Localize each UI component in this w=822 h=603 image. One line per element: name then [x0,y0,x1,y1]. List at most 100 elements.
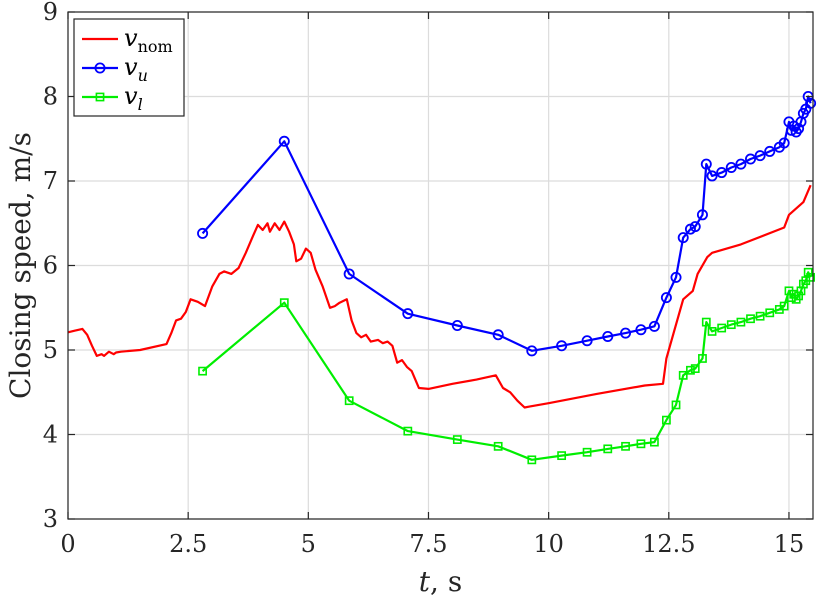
x-tick-label: 7.5 [409,530,447,558]
data-point [636,439,646,449]
data-point [736,317,746,327]
data-point [648,320,660,332]
legend-entry-nom: vnom [82,24,173,56]
data-point [492,329,504,341]
data-point [716,167,728,179]
legend-entry-u: vu [82,53,148,85]
x-tick-label: 2.5 [169,530,207,558]
data-point [582,447,592,457]
series-l [198,267,815,465]
data-point [278,135,290,147]
data-point [451,319,463,331]
data-point [556,340,568,352]
data-point [707,327,717,336]
data-point [745,153,757,165]
data-point [706,170,718,182]
data-point [686,365,695,375]
x-axis-label-var: t [419,565,431,598]
data-point [197,227,209,239]
data-point [526,345,538,357]
data-point [806,272,815,282]
data-point [805,97,817,109]
y-tick-label: 4 [43,421,58,449]
data-point [649,437,659,447]
data-point [670,271,682,283]
legend-label-var: v [124,82,138,110]
data-point [602,330,614,342]
data-point [403,426,413,436]
data-point [746,314,755,324]
data-point [717,323,727,333]
data-point [493,441,503,451]
axis-ticks: 0 2.5 5 7.5 10 12.5 15 3 4 5 6 7 8 9 [43,0,813,558]
legend-label-sub: u [138,66,148,85]
data-point [764,145,776,157]
legend-entry-l: vl [82,82,143,114]
data-point [344,396,354,406]
y-axis-label: Closing speed, m/s [4,132,37,399]
data-point [803,267,813,277]
data-point [690,364,700,373]
data-point [620,327,632,339]
x-tick-label: 12.5 [642,530,695,558]
data-point [557,451,567,461]
data-point [698,354,707,363]
y-tick-label: 5 [43,336,58,364]
data-point [677,232,689,244]
data-point [279,298,289,308]
data-point [581,335,593,347]
legend-label: vnom [124,24,173,56]
data-point [343,268,355,280]
series-layer [67,91,817,465]
legend-label-sub: l [138,95,143,114]
x-axis-label-unit: , s [430,565,462,598]
legend-label: vu [124,53,148,85]
data-point [660,292,672,304]
data-point [635,324,647,336]
legend-label-sub: nom [138,37,173,56]
data-point [452,435,462,444]
data-point [198,366,207,376]
legend-marker [94,62,106,74]
data-point [689,221,701,233]
data-point [765,308,775,318]
legend-label: vl [124,82,143,114]
data-point [794,291,803,301]
legend-label-var: v [124,53,138,81]
y-tick-label: 9 [43,0,58,26]
legend-label-var: v [124,24,138,52]
data-point [696,209,708,221]
data-point [754,150,766,162]
data-point [671,400,681,410]
data-point [662,415,671,425]
x-tick-label: 15 [774,530,805,558]
data-point [755,311,765,321]
data-point [725,161,737,173]
data-point [678,370,688,380]
x-tick-label: 5 [301,530,316,558]
data-point [621,441,630,451]
data-point [735,158,747,170]
data-point [779,301,789,311]
series-line-nom [67,184,812,409]
data-point [527,455,537,465]
data-point [778,137,790,149]
y-tick-label: 8 [43,83,58,111]
data-point [793,123,805,135]
legend-marker [95,92,105,102]
y-tick-label: 3 [43,505,58,533]
x-tick-label: 10 [533,530,564,558]
series-u [197,91,817,357]
series-nom [67,184,812,409]
x-axis-label: t, s [419,565,462,598]
data-point [701,317,711,327]
y-tick-label: 6 [43,252,58,280]
data-point [726,320,736,330]
x-tick-label: 0 [60,530,75,558]
y-tick-label: 7 [43,167,58,195]
data-point [603,444,613,454]
data-point [700,158,712,170]
data-point [402,308,414,320]
